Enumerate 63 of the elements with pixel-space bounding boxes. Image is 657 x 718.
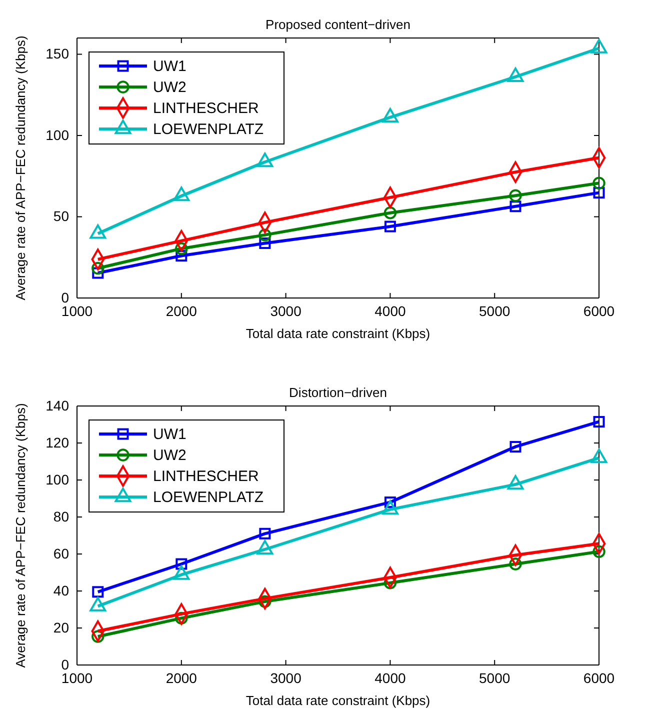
x-axis-title: Total data rate constraint (Kbps) [246, 693, 430, 708]
y-tick-label: 0 [61, 656, 70, 672]
point [510, 200, 522, 212]
legend-label: LINTHESCHER [153, 100, 260, 117]
point [510, 440, 522, 452]
y-tick-label: 140 [46, 397, 70, 414]
point [92, 267, 104, 279]
legend-label: LOEWENPLATZ [153, 121, 264, 138]
legend-label: UW2 [153, 447, 186, 464]
x-tick-label: 3000 [270, 670, 302, 686]
x-tick-label: 1000 [61, 302, 93, 319]
point [590, 38, 608, 54]
point [176, 250, 188, 262]
legend-label: LOEWENPLATZ [153, 489, 264, 506]
point [384, 206, 397, 220]
point [593, 416, 605, 428]
chart-title: Distortion−driven [289, 385, 387, 400]
point [507, 68, 524, 82]
y-tick-label: 150 [46, 46, 70, 62]
chart-title: Proposed content−driven [266, 17, 410, 32]
x-tick-label: 6000 [583, 302, 615, 319]
y-tick-label: 60 [53, 545, 70, 562]
y-tick-label: 100 [46, 126, 70, 143]
x-tick-label: 2000 [166, 670, 198, 686]
point [92, 586, 104, 598]
point [509, 189, 522, 202]
y-tick-label: 50 [53, 208, 70, 224]
y-tick-label: 120 [46, 434, 70, 450]
x-tick-label: 5000 [479, 670, 510, 686]
y-tick-label: 40 [53, 582, 70, 598]
x-tick-label: 3000 [270, 302, 302, 319]
legend-label: LINTHESCHER [153, 468, 260, 485]
point [592, 176, 606, 190]
legend-label: UW1 [153, 426, 186, 443]
point [382, 108, 398, 122]
point [256, 152, 274, 168]
x-tick-label: 1000 [61, 670, 93, 686]
point [384, 576, 397, 590]
point [173, 186, 190, 202]
point [259, 237, 271, 249]
x-tick-label: 6000 [583, 670, 615, 686]
y-axis-title: Average rate of APP−FEC redundancy (Kbps) [13, 403, 28, 668]
x-axis-title: Total data rate constraint (Kbps) [246, 326, 430, 341]
point [593, 186, 605, 198]
y-axis-title: Average rate of APP−FEC redundancy (Kbps) [13, 36, 28, 300]
y-tick-label: 80 [53, 508, 70, 524]
point [258, 228, 272, 242]
point [175, 242, 188, 255]
y-tick-label: 100 [46, 471, 70, 488]
y-tick-label: 0 [61, 289, 70, 306]
point [176, 558, 188, 570]
legend-label: UW2 [153, 79, 186, 96]
y-tick-label: 20 [53, 619, 70, 636]
x-tick-label: 4000 [374, 670, 406, 686]
legend-label: UW1 [153, 58, 186, 75]
point [384, 220, 396, 232]
point [592, 545, 606, 558]
x-tick-label: 2000 [166, 302, 198, 319]
point [259, 528, 271, 540]
point [92, 262, 104, 275]
point [509, 558, 522, 570]
x-tick-label: 4000 [374, 302, 406, 319]
x-tick-label: 5000 [479, 302, 510, 319]
